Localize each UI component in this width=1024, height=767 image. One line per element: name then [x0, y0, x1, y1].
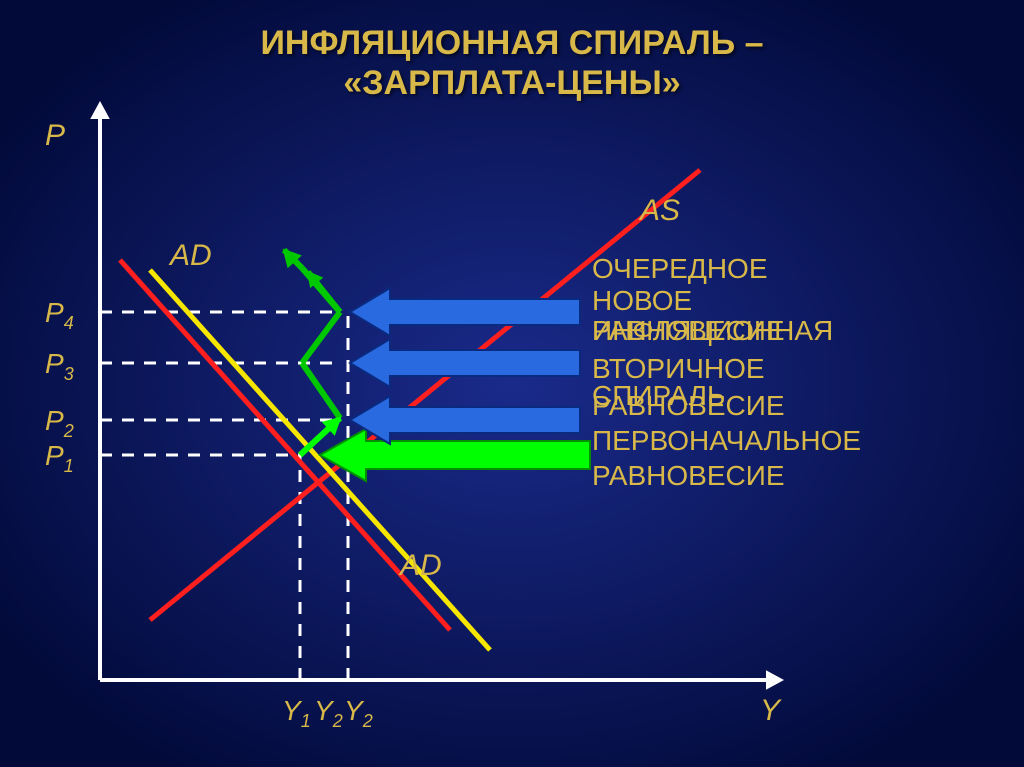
- axis-label-p: P: [45, 119, 65, 152]
- curve-ad-red-label: AD: [168, 239, 212, 272]
- output-label-y1: Y1: [282, 695, 311, 731]
- price-label-p2: P2: [45, 405, 74, 441]
- curve-as-label: AS: [638, 194, 680, 227]
- spiral-segment-2: [302, 312, 340, 363]
- diagram-stage: ИНФЛЯЦИОННАЯ СПИРАЛЬ –«ЗАРПЛАТА-ЦЕНЫ»PYP…: [0, 0, 1024, 767]
- output-label-y-mid: Y2: [314, 695, 343, 731]
- legend-line-8: РАВНОВЕСИЕ: [592, 460, 785, 491]
- pointer-arrow-2: [350, 339, 580, 387]
- spiral-segment-1: [302, 363, 340, 418]
- legend-line-0: ОЧЕРЕДНОЕ: [592, 253, 768, 284]
- pointer-arrow-1: [350, 396, 580, 444]
- output-label-y2: Y2: [344, 695, 373, 731]
- price-label-p1: P1: [45, 440, 74, 476]
- legend-line-3: ИНФЛЯЦИОННАЯ: [592, 315, 833, 346]
- curve-ad-yellow-label: AD: [398, 549, 442, 582]
- legend-line-7: ПЕРВОНАЧАЛЬНОЕ: [592, 425, 861, 456]
- price-label-p4: P4: [45, 297, 74, 333]
- price-label-p3: P3: [45, 348, 74, 384]
- legend-line-1: НОВОЕ: [592, 285, 692, 316]
- legend-line-6: РАВНОВЕСИЕ: [592, 390, 785, 421]
- pointer-arrow-0: [320, 429, 590, 481]
- diagram-svg: PYP1P2P3P4ASADADY1Y2Y2ОЧЕРЕДНОЕНОВОЕРАВН…: [0, 0, 1024, 767]
- axis-label-y: Y: [760, 694, 782, 727]
